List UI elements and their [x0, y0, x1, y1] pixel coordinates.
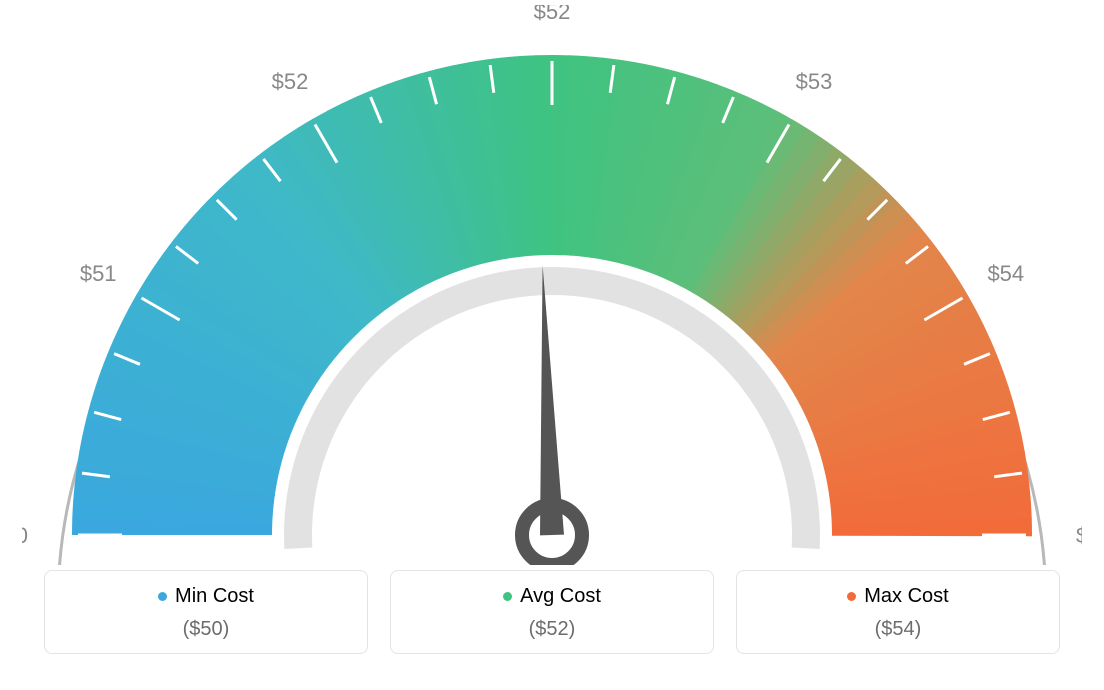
legend-card-max: Max Cost ($54)	[736, 570, 1060, 654]
legend-card-avg: Avg Cost ($52)	[390, 570, 714, 654]
svg-text:$54: $54	[1076, 523, 1082, 548]
legend-label-min: Min Cost	[175, 585, 254, 608]
svg-text:$53: $53	[796, 69, 833, 94]
legend-value-max: ($54)	[737, 618, 1059, 641]
legend-label-max: Max Cost	[864, 585, 948, 608]
svg-text:$52: $52	[272, 69, 309, 94]
legend-value-min: ($50)	[45, 618, 367, 641]
legend-card-min: Min Cost ($50)	[44, 570, 368, 654]
svg-text:$52: $52	[534, 5, 571, 24]
svg-text:$50: $50	[22, 523, 28, 548]
svg-text:$54: $54	[987, 261, 1024, 286]
dot-icon-min	[158, 592, 167, 601]
svg-text:$51: $51	[80, 261, 117, 286]
gauge-chart: $50 $51 $52 $52 $53 $54 $54	[0, 0, 1104, 570]
legend-title-min: Min Cost	[158, 585, 254, 608]
dot-icon-avg	[503, 592, 512, 601]
legend-row: Min Cost ($50) Avg Cost ($52) Max Cost (…	[22, 570, 1082, 654]
legend-value-avg: ($52)	[391, 618, 713, 641]
legend-label-avg: Avg Cost	[520, 585, 601, 608]
gauge-svg: $50 $51 $52 $52 $53 $54 $54	[22, 5, 1082, 565]
legend-title-max: Max Cost	[847, 585, 948, 608]
legend-title-avg: Avg Cost	[503, 585, 601, 608]
dot-icon-max	[847, 592, 856, 601]
